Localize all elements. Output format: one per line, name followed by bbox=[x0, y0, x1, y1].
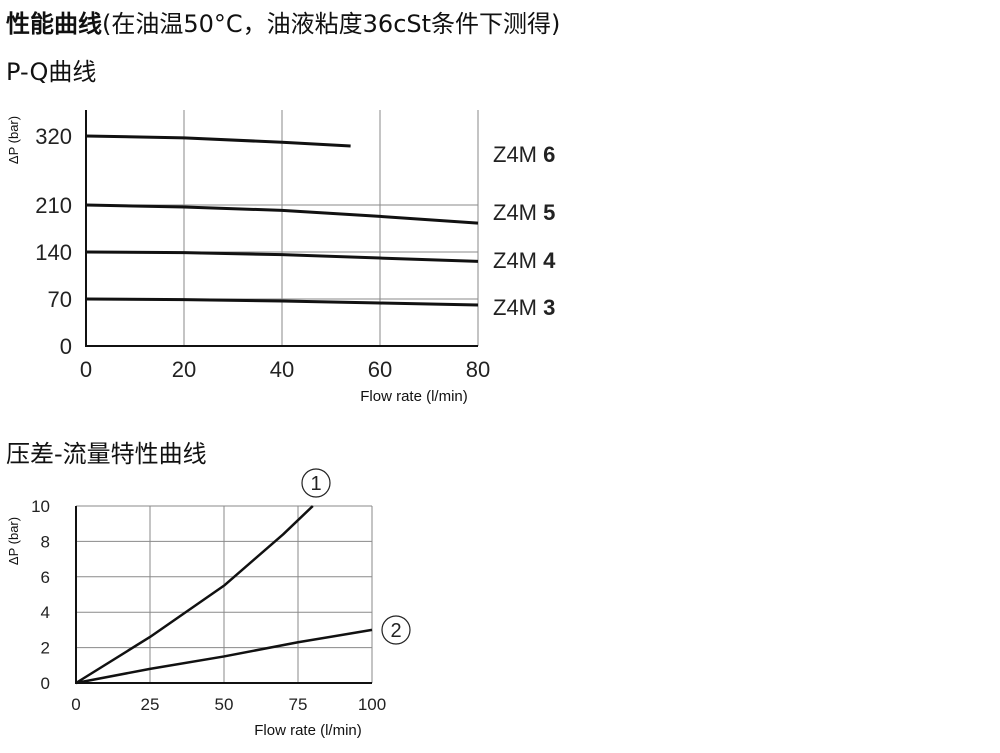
chart1-series-line bbox=[85, 203, 479, 225]
chart1-x-tick-label: 80 bbox=[466, 357, 490, 382]
chart2-series-marker-circle bbox=[381, 615, 411, 645]
chart1-series-label-number: 3 bbox=[543, 295, 555, 320]
chart1-y-tick-label: 70 bbox=[48, 287, 72, 312]
chart2-y-tick-label: 2 bbox=[41, 639, 50, 658]
chart1-heading: P-Q曲线 bbox=[6, 58, 97, 86]
chart2-y-tick-label: 6 bbox=[41, 568, 50, 587]
chart1-x-tick-label: 20 bbox=[172, 357, 196, 382]
chart2-y-tick-label: 10 bbox=[31, 497, 50, 516]
chart1-y-tick-label: 210 bbox=[35, 193, 72, 218]
chart2-heading: 压差-流量特性曲线 bbox=[6, 440, 207, 468]
chart1-series-label-number: 5 bbox=[543, 200, 555, 225]
chart2-series-marker-label: 1 bbox=[310, 473, 321, 495]
chart1-series-label-prefix: Z4M bbox=[493, 295, 543, 320]
page-title-conditions: (在油温50°C，油液粘度36cSt条件下测得) bbox=[102, 10, 561, 38]
chart2-x-tick-label: 0 bbox=[71, 695, 80, 714]
chart1-y-tick-label: 140 bbox=[35, 240, 72, 265]
page-title-bold: 性能曲线 bbox=[6, 10, 102, 38]
chart2-x-tick-label: 100 bbox=[358, 695, 386, 714]
chart2-x-tick-label: 75 bbox=[289, 695, 308, 714]
chart2-y-tick-label: 0 bbox=[41, 674, 50, 693]
chart1-series-label-prefix: Z4M bbox=[493, 248, 543, 273]
page-title: 性能曲线(在油温50°C，油液粘度36cSt条件下测得) bbox=[6, 4, 560, 39]
chart1-y-axis-title: ΔP (bar) bbox=[6, 116, 21, 164]
chart1-series-label: Z4M 6 bbox=[493, 142, 555, 167]
chart2-y-tick-label: 4 bbox=[41, 603, 50, 622]
chart1-series-label-prefix: Z4M bbox=[493, 142, 543, 167]
chart2-dp: 0 25 50 75 100 0 2 4 6 8 10 ΔP (bar) Flow rate (l/mi… bbox=[6, 468, 411, 739]
chart1-x-tick-label: 60 bbox=[368, 357, 392, 382]
chart1-series-line bbox=[85, 134, 351, 148]
chart2-y-tick-label: 8 bbox=[41, 532, 50, 551]
chart2-series-marker-label: 2 bbox=[390, 620, 401, 642]
chart1-x-axis-title: Flow rate (l/min) bbox=[360, 388, 468, 405]
chart1-x-tick-label: 0 bbox=[80, 357, 92, 382]
chart2-x-tick-label: 25 bbox=[141, 695, 160, 714]
chart2-series-marker-circle bbox=[301, 468, 331, 498]
chart1-pq: 0 20 40 60 80 0 70 140 210 320 ΔP (bar) Flow rate (… bbox=[6, 110, 556, 405]
chart2-x-axis-title: Flow rate (l/min) bbox=[254, 722, 362, 739]
chart1-series-label: Z4M 5 bbox=[493, 200, 555, 225]
chart1-y-tick-label: 320 bbox=[35, 124, 72, 149]
chart2-series-line bbox=[75, 628, 373, 685]
chart1-series-label-number: 6 bbox=[543, 142, 555, 167]
chart1-x-tick-label: 40 bbox=[270, 357, 294, 382]
chart2-x-tick-label: 50 bbox=[215, 695, 234, 714]
chart1-series-label: Z4M 4 bbox=[493, 248, 556, 273]
chart1-series-label: Z4M 3 bbox=[493, 295, 555, 320]
chart1-y-tick-label: 0 bbox=[60, 334, 72, 359]
chart1-series-line bbox=[85, 297, 479, 307]
chart2-series-line bbox=[75, 505, 314, 685]
chart1-series-line bbox=[85, 250, 479, 263]
chart1-series-label-prefix: Z4M bbox=[493, 200, 543, 225]
chart2-y-axis-title: ΔP (bar) bbox=[6, 517, 21, 565]
chart1-series-label-number: 4 bbox=[543, 248, 556, 273]
